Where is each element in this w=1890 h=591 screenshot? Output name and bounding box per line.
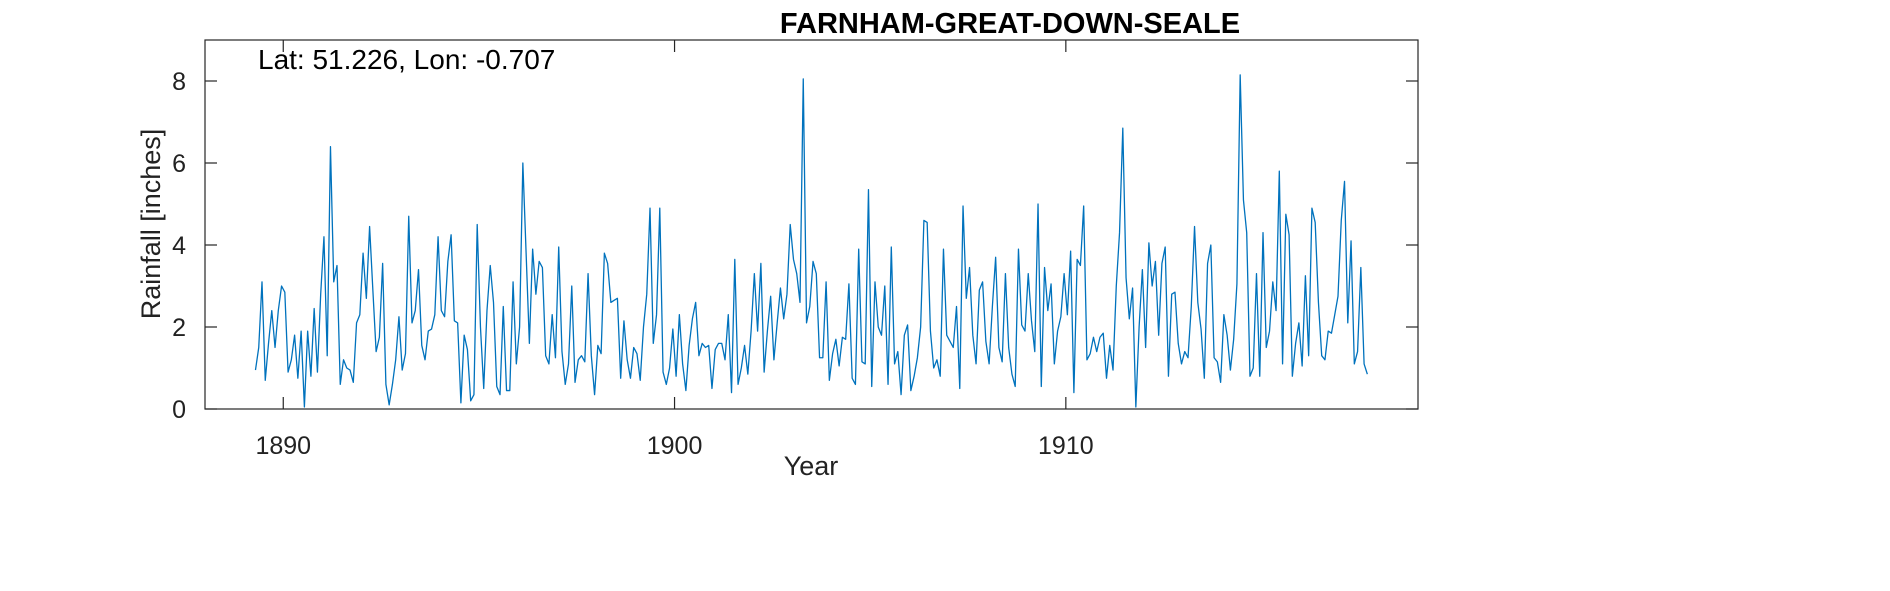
y-tick-label-2: 4 <box>172 232 186 260</box>
x-tick-label-1: 1900 <box>647 432 703 460</box>
location-annotation: Lat: 51.226, Lon: -0.707 <box>258 44 555 75</box>
plot-box <box>204 39 1419 410</box>
x-axis-label: Year <box>784 451 839 481</box>
chart-title: FARNHAM-GREAT-DOWN-SEALE <box>780 8 1240 40</box>
rainfall-series-line <box>254 74 1368 408</box>
y-tick-label-4: 8 <box>172 68 186 96</box>
y-tick-label-3: 6 <box>172 150 186 178</box>
y-axis-label: Rainfall [inches] <box>136 129 166 320</box>
y-tick-label-1: 2 <box>172 314 186 342</box>
axis-ticks <box>205 40 1418 410</box>
tick-labels: 1890 1900 1910 0 2 4 6 8 <box>172 68 1094 460</box>
y-tick-label-0: 0 <box>172 396 186 424</box>
plot-frame <box>204 39 1419 410</box>
x-tick-label-2: 1910 <box>1038 432 1094 460</box>
x-tick-label-0: 1890 <box>255 432 311 460</box>
